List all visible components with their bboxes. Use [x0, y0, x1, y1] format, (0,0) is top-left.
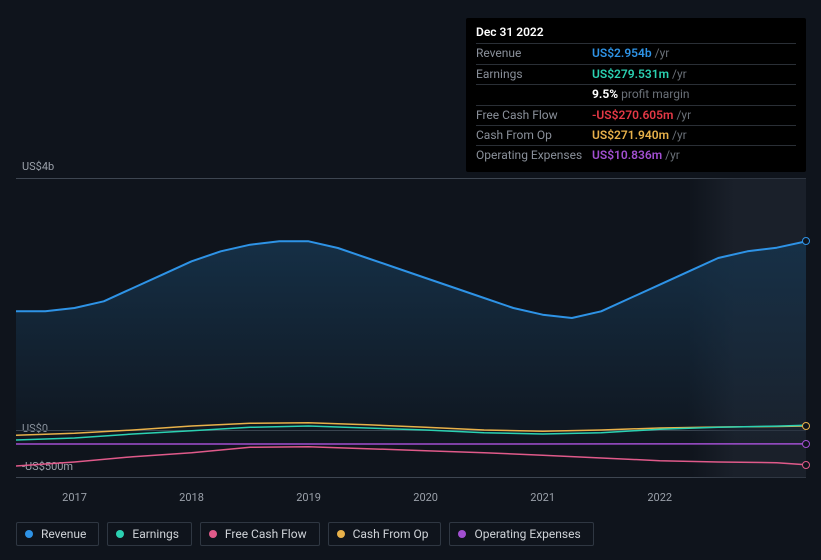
x-axis-label: 2020: [413, 491, 438, 504]
legend-item-earnings[interactable]: Earnings: [107, 522, 192, 546]
tooltip-label: Revenue: [476, 45, 592, 62]
x-axis-label: 2022: [647, 491, 672, 504]
tooltip-label: Free Cash Flow: [476, 107, 592, 124]
tooltip-label: Earnings: [476, 66, 592, 83]
end-marker-revenue: [802, 237, 810, 245]
legend-dot-icon: [209, 530, 217, 538]
tooltip-unit: /yr: [655, 45, 670, 62]
legend-label: Earnings: [132, 527, 179, 541]
x-axis-label: 2018: [179, 491, 204, 504]
tooltip-value: US$279.531m: [592, 66, 669, 83]
legend-label: Cash From Op: [353, 527, 429, 541]
tooltip-subrow: 9.5% profit margin: [476, 84, 796, 104]
tooltip-unit: /yr: [672, 127, 687, 144]
end-marker-free_cash_flow: [802, 461, 810, 469]
tooltip-value: US$271.940m: [592, 127, 669, 144]
tooltip-unit: /yr: [665, 147, 680, 164]
tooltip-value: US$10.836m: [592, 147, 662, 164]
legend-dot-icon: [337, 530, 345, 538]
legend-item-operating_expenses[interactable]: Operating Expenses: [449, 522, 593, 546]
tooltip-row: EarningsUS$279.531m/yr: [476, 64, 796, 84]
series-free_cash_flow: [16, 447, 806, 466]
tooltip-unit: /yr: [672, 66, 687, 83]
legend-dot-icon: [25, 530, 33, 538]
plot-area[interactable]: [16, 178, 806, 478]
legend-label: Operating Expenses: [474, 527, 580, 541]
financials-chart: Dec 31 2022 RevenueUS$2.954b/yrEarningsU…: [0, 0, 821, 560]
legend-item-revenue[interactable]: Revenue: [16, 522, 99, 546]
legend-label: Revenue: [41, 527, 86, 541]
legend-item-free_cash_flow[interactable]: Free Cash Flow: [200, 522, 320, 546]
chart-tooltip: Dec 31 2022 RevenueUS$2.954b/yrEarningsU…: [466, 18, 806, 172]
tooltip-row: Free Cash Flow-US$270.605m/yr: [476, 105, 796, 125]
tooltip-value: -US$270.605m: [592, 107, 673, 124]
chart-legend: Revenue Earnings Free Cash Flow Cash From O…: [16, 522, 594, 546]
end-marker-operating_expenses: [802, 440, 810, 448]
tooltip-value: US$2.954b: [592, 45, 652, 62]
tooltip-row: RevenueUS$2.954b/yr: [476, 43, 796, 63]
tooltip-label: Cash From Op: [476, 127, 592, 144]
tooltip-row: Cash From OpUS$271.940m/yr: [476, 125, 796, 145]
x-axis-label: 2021: [530, 491, 555, 504]
legend-dot-icon: [116, 530, 124, 538]
tooltip-date: Dec 31 2022: [476, 24, 796, 41]
tooltip-unit: /yr: [676, 107, 691, 124]
end-marker-cash_from_op: [802, 422, 810, 430]
y-axis-label: US$4b: [22, 160, 54, 173]
legend-dot-icon: [458, 530, 466, 538]
tooltip-row: Operating ExpensesUS$10.836m/yr: [476, 145, 796, 165]
x-axis-label: 2017: [62, 491, 87, 504]
legend-label: Free Cash Flow: [225, 527, 307, 541]
x-axis-label: 2019: [296, 491, 321, 504]
legend-item-cash_from_op[interactable]: Cash From Op: [328, 522, 442, 546]
tooltip-label: Operating Expenses: [476, 147, 592, 164]
